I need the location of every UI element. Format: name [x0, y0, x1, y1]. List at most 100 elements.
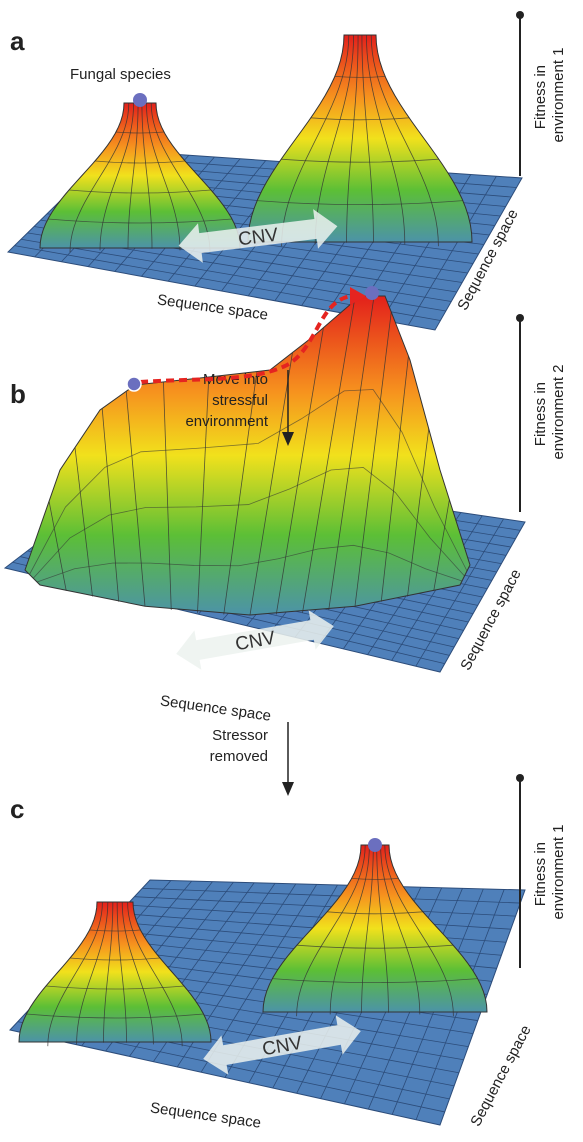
- ridge-mesh: [407, 428, 430, 597]
- peak-mesh: [146, 102, 181, 251]
- peak-mesh: [68, 189, 212, 194]
- peak-mesh: [121, 901, 154, 1045]
- peak-mesh: [370, 34, 439, 247]
- plane-grid: [142, 887, 521, 904]
- adaptive-path-head: [350, 287, 366, 305]
- ridge-mesh: [433, 499, 450, 591]
- y-axis-label: Sequence space: [467, 1023, 534, 1130]
- peak-mesh: [94, 160, 186, 164]
- peak-mesh: [281, 158, 439, 163]
- plane-grid: [126, 904, 511, 930]
- fitness-peak: [18, 901, 212, 1043]
- species-dot: [126, 376, 142, 392]
- transition-text: stressful: [212, 392, 268, 409]
- transition-arrowhead: [282, 782, 294, 796]
- peak-mesh: [150, 102, 211, 253]
- panel-label: b: [10, 379, 26, 409]
- z-axis-label: Fitness in environment 1: [532, 824, 567, 919]
- peak-mesh: [380, 844, 421, 1015]
- z-axis-label: Fitness in environment 1: [532, 47, 567, 142]
- z-axis-line: Fitness in: [532, 65, 549, 129]
- z-axis-dot: [516, 774, 524, 782]
- z-axis-dot: [516, 11, 524, 19]
- ridge-mesh: [48, 501, 67, 591]
- species-dot: [365, 286, 379, 300]
- peak-mesh: [69, 102, 130, 253]
- peak-mesh: [70, 957, 160, 961]
- peak-mesh: [47, 901, 103, 1047]
- fitness-ridge: [24, 295, 471, 616]
- peak-mesh: [376, 844, 389, 1013]
- transition-text: removed: [210, 748, 268, 765]
- ridge-mesh: [101, 408, 120, 602]
- ridge-mesh: [380, 355, 409, 602]
- cnv-label: CNV: [237, 225, 280, 251]
- peak-mesh: [296, 844, 366, 1017]
- cnv-label: CNV: [234, 628, 277, 656]
- peak-mesh: [127, 102, 139, 249]
- z-axis-line: environment 1: [550, 47, 567, 142]
- cnv-arrow: CNV: [178, 209, 338, 263]
- peak-mesh: [361, 844, 374, 1013]
- peak-mesh: [103, 901, 114, 1043]
- ridge-mesh: [125, 391, 146, 607]
- plane-grid: [134, 896, 516, 917]
- plane-grid: [415, 518, 504, 667]
- peak-mesh: [351, 878, 399, 880]
- peak-mesh: [76, 901, 109, 1045]
- peak-mesh: [361, 34, 374, 243]
- peak-mesh: [127, 901, 183, 1047]
- peak-mesh: [329, 844, 370, 1015]
- z-axis-dot: [516, 314, 524, 322]
- peak-mesh: [366, 34, 406, 245]
- z-axis-line: Fitness in: [532, 382, 549, 446]
- z-axis-line: Fitness in: [532, 842, 549, 906]
- x-axis-label: Sequence space: [149, 1099, 262, 1131]
- peak-mesh: [314, 34, 354, 245]
- peak-mesh: [99, 102, 134, 251]
- peak-mesh: [334, 76, 386, 78]
- fitness-peak: [39, 102, 241, 249]
- species-dot: [133, 93, 147, 107]
- ridge-mesh: [197, 376, 210, 613]
- ridge-mesh: [74, 447, 93, 597]
- peak-mesh: [327, 911, 423, 915]
- peak-mesh: [115, 131, 165, 134]
- species-dot: [368, 838, 382, 852]
- peak-mesh: [45, 985, 185, 990]
- z-axis-line: environment 2: [550, 364, 567, 459]
- ridge-mesh: [163, 381, 172, 610]
- transition-arrowhead: [282, 432, 294, 446]
- peak-mesh: [296, 944, 454, 949]
- panel-label: a: [10, 26, 25, 56]
- ridge-mesh: [302, 300, 355, 613]
- adaptive-path: [139, 294, 353, 384]
- peak-mesh: [141, 102, 153, 249]
- ridge-mesh: [29, 389, 468, 575]
- peak-mesh: [384, 844, 454, 1017]
- peak-mesh: [281, 34, 350, 247]
- ridge-mesh: [275, 327, 324, 615]
- transition-text: Stressor: [212, 727, 268, 744]
- peak-mesh: [26, 1013, 204, 1019]
- peak-mesh: [47, 218, 233, 224]
- peak-mesh: [89, 929, 141, 932]
- peak-mesh: [272, 978, 478, 983]
- peak-mesh: [116, 901, 127, 1043]
- plane-grid: [407, 176, 497, 326]
- ridge-mesh: [32, 467, 465, 579]
- x-axis-label: Sequence space: [159, 692, 272, 724]
- fitness-peak: [262, 844, 488, 1013]
- z-axis-label: Fitness in environment 2: [532, 364, 567, 459]
- z-axis-line: environment 1: [550, 824, 567, 919]
- landscapes: [3, 34, 526, 1126]
- transition-text: environment: [185, 413, 268, 430]
- peak-mesh: [346, 34, 359, 243]
- fitness-peak: [247, 34, 473, 243]
- panel-label: c: [10, 794, 24, 824]
- peak-mesh: [310, 117, 410, 121]
- peak-mesh: [257, 200, 463, 205]
- ridge-mesh: [354, 311, 392, 607]
- ridge-mesh: [328, 295, 375, 611]
